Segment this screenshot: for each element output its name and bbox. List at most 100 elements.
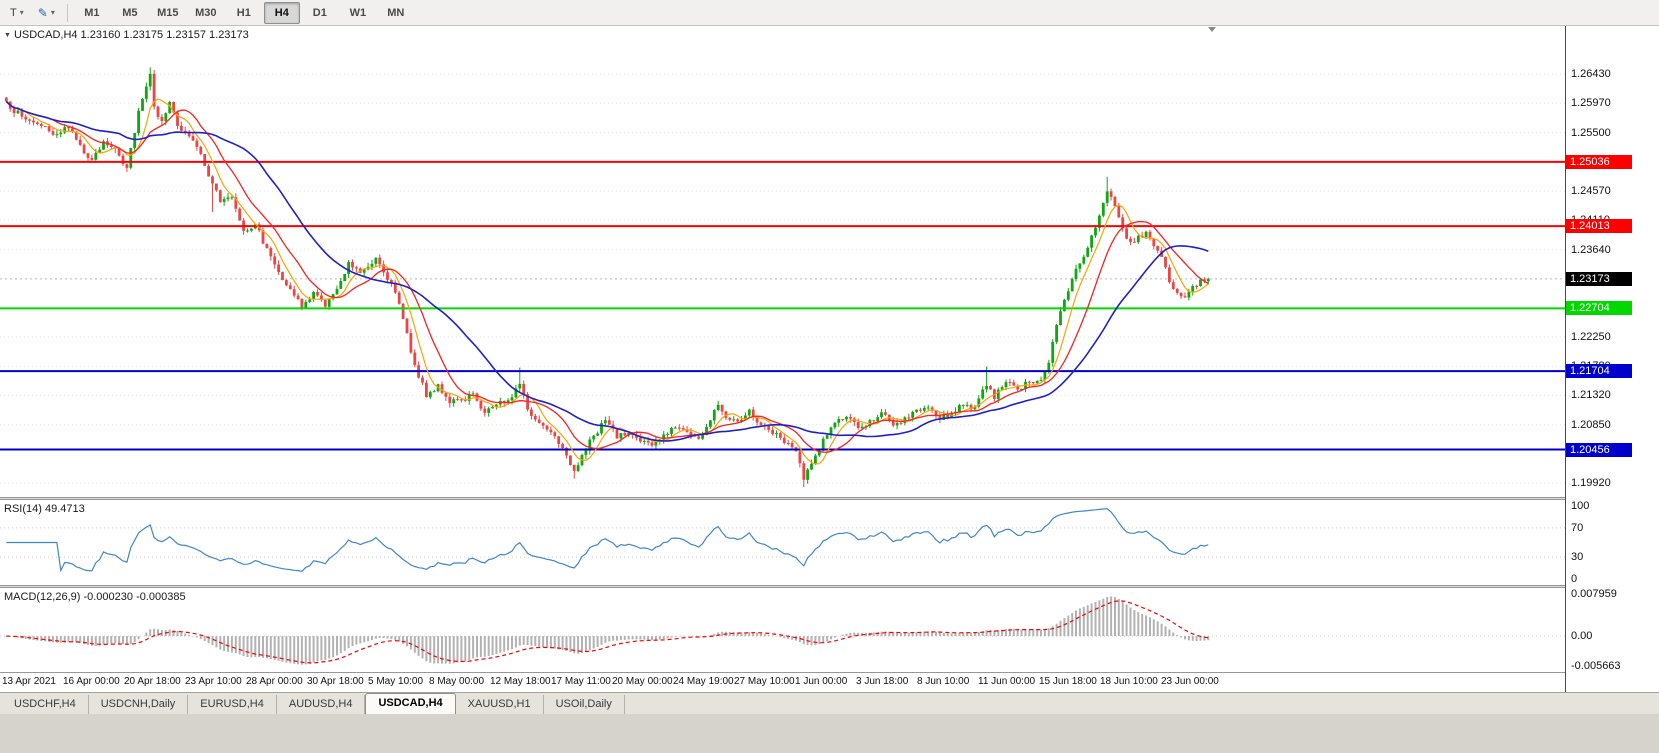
candle-body	[782, 437, 786, 443]
candle-body	[495, 404, 498, 408]
candle-body	[1164, 256, 1167, 268]
candle-body	[1203, 279, 1206, 282]
rsi-axis-tick: 100	[1571, 500, 1590, 512]
time-axis-label: 20 May 00:00	[612, 676, 673, 687]
timeframe-button-m1[interactable]: M1	[84, 6, 100, 19]
candle-body	[751, 409, 755, 417]
candle-body	[814, 455, 817, 464]
price-chart-canvas[interactable]	[0, 26, 1565, 497]
candle-body	[1175, 288, 1179, 293]
price-axis-tick: 1.20850	[1571, 418, 1611, 431]
candle-body	[981, 389, 985, 399]
price-axis[interactable]: 1.264301.259701.255001.245701.241101.236…	[1565, 26, 1659, 692]
candle-body	[845, 417, 848, 420]
candle-body	[1195, 286, 1198, 287]
candle-body	[43, 126, 47, 127]
chart-tab-usdcad[interactable]: USDCAD,H4	[365, 693, 456, 714]
candle-body	[1043, 370, 1047, 380]
timeframe-button-h4[interactable]: H4	[263, 1, 300, 24]
timeframe-button-h1[interactable]: H1	[236, 6, 251, 19]
timeframe-button-w1[interactable]: W1	[349, 6, 367, 19]
templates-button-label: T	[10, 6, 17, 19]
candle-body	[218, 190, 222, 202]
candle-body	[452, 399, 456, 404]
drawing-tools-button[interactable]: ✎ ▾	[32, 2, 61, 24]
macd-indicator-panel[interactable]: MACD(12,26,9) -0.000230 -0.000385	[0, 588, 1565, 672]
timeframe-button-m5[interactable]: M5	[122, 6, 138, 19]
chart-tab-usdchf[interactable]: USDCHF,H4	[2, 695, 89, 714]
time-axis-label: 3 Jun 18:00	[856, 676, 909, 687]
candle-body	[440, 384, 444, 393]
rsi-axis-tick: 0	[1571, 573, 1578, 585]
candle-body	[397, 292, 401, 304]
candle-body	[654, 441, 658, 446]
candle-body	[203, 154, 207, 166]
candle-body	[164, 113, 168, 122]
candle-body	[786, 443, 790, 444]
candle-body	[148, 73, 152, 87]
timeframe-button-m30[interactable]: M30	[195, 6, 217, 19]
candle-body	[393, 282, 397, 293]
candle-body	[825, 435, 829, 439]
candle-body	[755, 416, 759, 423]
candle-body	[736, 419, 739, 422]
candle-body	[300, 299, 304, 308]
chart-tab-audusd[interactable]: AUDUSD,H4	[276, 695, 366, 714]
candle-body	[1101, 202, 1105, 216]
panel-splitter[interactable]	[0, 497, 1659, 500]
candle-body	[401, 303, 405, 319]
price-axis-tick: 1.19920	[1571, 477, 1611, 490]
rsi-indicator-panel[interactable]: RSI(14) 49.4713	[0, 500, 1565, 585]
chart-shift-marker-icon[interactable]	[1208, 27, 1216, 32]
time-axis-label: 23 Apr 10:00	[185, 676, 242, 687]
timeframe-button-d1[interactable]: D1	[312, 6, 327, 19]
time-axis-label: 17 May 11:00	[551, 676, 611, 687]
candle-body	[1129, 238, 1132, 242]
candle-body	[639, 437, 642, 442]
candle-body	[1191, 286, 1195, 292]
templates-button[interactable]: T ▾	[4, 2, 30, 24]
candle-body	[382, 264, 385, 273]
time-axis[interactable]: 13 Apr 2021 16 Apr 00:00 20 Apr 18:00 23 Ap…	[0, 672, 1565, 692]
candle-body	[1148, 231, 1152, 239]
candle-body	[1206, 278, 1210, 282]
chart-tab-eurusd[interactable]: EURUSD,H4	[188, 695, 277, 714]
main-chart-panel[interactable]: ▼ USDCAD,H4 1.23160 1.23175 1.23157 1.231…	[0, 26, 1565, 497]
candle-body	[1039, 379, 1043, 381]
candle-body	[712, 410, 716, 421]
candle-body	[121, 155, 125, 165]
chart-tab-usdcnh[interactable]: USDCNH,Daily	[88, 695, 189, 714]
candle-body	[71, 128, 74, 132]
candle-body	[4, 97, 8, 102]
candle-body	[1168, 267, 1171, 283]
candle-body	[837, 419, 841, 423]
candle-body	[176, 112, 179, 126]
timeframe-button-m15[interactable]: M15	[157, 6, 179, 19]
candle-body	[16, 110, 20, 114]
candle-body	[1179, 292, 1183, 297]
candle-body	[195, 140, 199, 147]
candle-body	[1171, 282, 1175, 289]
candle-body	[67, 127, 70, 129]
candle-body	[926, 407, 930, 409]
timeframe-button-mn[interactable]: MN	[387, 6, 405, 19]
candle-body	[646, 440, 650, 443]
symbol-dropdown-icon[interactable]: ▼	[4, 32, 11, 39]
candle-body	[273, 256, 277, 265]
macd-chart-canvas[interactable]	[0, 588, 1565, 672]
candle-body	[1016, 385, 1020, 390]
candle-body	[946, 414, 950, 418]
candle-body	[965, 404, 969, 406]
candle-body	[386, 272, 389, 280]
candle-body	[304, 301, 308, 308]
panel-splitter[interactable]	[0, 585, 1659, 588]
candle-body	[109, 145, 113, 147]
rsi-chart-canvas[interactable]	[0, 500, 1565, 585]
chart-tab-xauusd[interactable]: XAUUSD,H1	[455, 695, 544, 714]
candle-body	[479, 400, 483, 409]
candle-body	[1031, 382, 1035, 384]
timeframe-button-group: M1 M5 M15 M30 H1 H4 D1 W1 MN	[73, 1, 415, 24]
chart-tab-usoil[interactable]: USOil,Daily	[543, 695, 625, 714]
candle-body	[856, 422, 860, 428]
candle-body	[1090, 235, 1093, 248]
